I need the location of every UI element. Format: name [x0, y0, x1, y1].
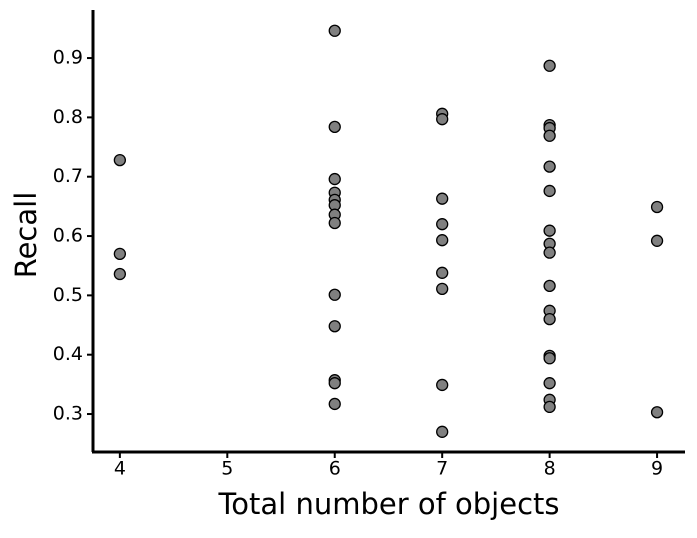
- y-tick-label: 0.7: [53, 165, 83, 187]
- point: [436, 234, 449, 247]
- point: [650, 406, 664, 419]
- point: [328, 320, 341, 333]
- y-axis-label: Recall: [9, 192, 43, 279]
- x-tick-label: 4: [114, 458, 126, 480]
- x-tick-label: 7: [436, 458, 448, 480]
- point: [543, 400, 556, 414]
- y-tick-label: 0.4: [53, 343, 83, 365]
- point: [328, 397, 341, 411]
- point: [436, 282, 449, 295]
- point: [113, 247, 127, 260]
- x-axis-label: Total number of objects: [218, 487, 560, 521]
- point: [328, 24, 341, 37]
- point: [543, 312, 556, 326]
- y-tick-label: 0.3: [53, 403, 83, 425]
- point: [436, 378, 449, 392]
- point: [543, 279, 556, 293]
- y-tick-label: 0.9: [53, 47, 83, 69]
- point: [328, 172, 341, 186]
- point: [543, 224, 556, 237]
- point: [436, 192, 449, 205]
- y-tick-label: 0.6: [53, 225, 83, 247]
- point: [436, 113, 449, 126]
- point: [650, 234, 664, 247]
- x-tick-label: 8: [544, 458, 556, 480]
- point: [328, 216, 341, 230]
- point: [543, 352, 556, 365]
- point: [436, 218, 449, 231]
- x-tick-label: 6: [329, 458, 341, 480]
- point: [328, 377, 341, 390]
- y-tick-label: 0.5: [53, 284, 83, 306]
- point: [543, 129, 556, 142]
- y-tick-label: 0.8: [53, 106, 83, 128]
- x-tick-label: 9: [651, 458, 663, 480]
- point: [113, 267, 127, 281]
- point: [543, 160, 556, 173]
- point: [543, 377, 556, 390]
- point: [328, 288, 341, 301]
- point: [543, 59, 556, 72]
- point: [436, 425, 449, 438]
- point: [543, 246, 556, 259]
- point: [543, 184, 556, 198]
- point: [113, 153, 127, 167]
- point: [650, 200, 664, 214]
- point: [328, 120, 341, 134]
- x-tick-label: 5: [221, 458, 233, 480]
- point: [436, 266, 449, 279]
